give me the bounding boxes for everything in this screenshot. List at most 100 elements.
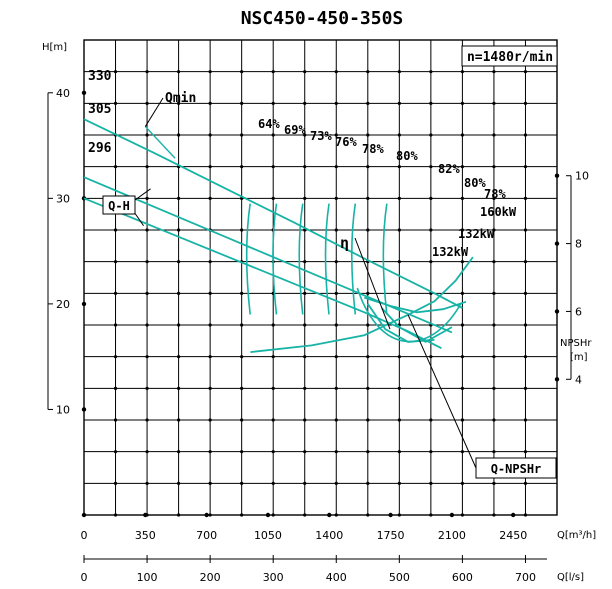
grid-node	[303, 196, 307, 200]
grid-node	[177, 101, 181, 105]
grid-node	[397, 513, 401, 517]
grid-node	[303, 450, 307, 454]
grid-node	[271, 165, 275, 169]
grid-node	[303, 101, 307, 105]
grid-node	[208, 70, 212, 74]
npsh-leader	[407, 314, 477, 469]
grid-node	[429, 133, 433, 137]
speed-box	[461, 45, 558, 67]
grid-node	[177, 418, 181, 422]
grid-node	[397, 70, 401, 74]
npsh-tick-label: 6	[575, 305, 582, 318]
head-axis-label: H[m]	[42, 42, 67, 53]
grid-node	[366, 228, 370, 232]
grid-node	[177, 355, 181, 359]
grid-node	[208, 513, 212, 517]
grid-node	[208, 165, 212, 169]
grid-node	[208, 450, 212, 454]
flow-m3h-tick-label: 1750	[377, 529, 405, 542]
grid-node	[334, 450, 338, 454]
grid-node	[366, 450, 370, 454]
grid-node	[113, 228, 118, 232]
grid-node	[271, 386, 275, 390]
grid-node	[240, 418, 244, 422]
grid-node	[240, 481, 244, 485]
grid-node	[271, 70, 275, 74]
grid-node	[145, 386, 149, 390]
grid-node	[240, 450, 244, 454]
grid-node	[303, 418, 307, 422]
flow-m3h-tick-label: 2450	[499, 529, 527, 542]
grid-node	[366, 196, 370, 200]
grid-node	[429, 260, 433, 264]
grid-node	[397, 196, 401, 200]
grid-node	[334, 481, 338, 485]
head-tick-label: 30	[56, 192, 70, 205]
grid-node	[429, 386, 433, 390]
flow-ls-tick-label: 200	[200, 571, 221, 584]
grid-node	[334, 291, 338, 295]
grid-node	[523, 323, 528, 327]
npsh-tick-dot	[554, 309, 560, 314]
grid-node	[240, 291, 244, 295]
grid-node	[271, 418, 275, 422]
grid-node	[177, 260, 181, 264]
grid-node	[208, 481, 212, 485]
grid-node	[460, 196, 464, 200]
efficiency-iso-curve	[272, 203, 278, 315]
grid-node	[366, 481, 370, 485]
grid-node	[113, 418, 118, 422]
efficiency-iso-curve	[298, 203, 304, 315]
grid-node	[492, 70, 496, 74]
grid-node	[460, 355, 464, 359]
grid-node	[303, 481, 307, 485]
grid-node	[397, 133, 401, 137]
grid-node	[429, 513, 433, 517]
grid-node	[113, 355, 118, 359]
grid-node	[397, 165, 401, 169]
grid-node	[523, 355, 528, 359]
efficiency-label: 80%	[464, 176, 486, 190]
flow-ls-tick-label: 300	[263, 571, 284, 584]
grid-node	[460, 70, 464, 74]
curves	[83, 97, 477, 469]
grid-node	[397, 418, 401, 422]
grid-node	[208, 133, 212, 137]
grid-node	[113, 450, 118, 454]
grid-node	[334, 133, 338, 137]
grid-node	[460, 450, 464, 454]
grid-node	[492, 228, 496, 232]
flow-m3h-tick-label: 1400	[315, 529, 343, 542]
grid-node	[145, 450, 149, 454]
grid-node	[460, 323, 464, 327]
grid-node	[240, 133, 244, 137]
grid-node	[177, 481, 181, 485]
grid-node	[113, 481, 118, 485]
grid-node	[523, 291, 528, 295]
curve-q-npshr	[250, 256, 474, 353]
npsh-axis-unit: [m]	[570, 352, 588, 363]
grid-node	[397, 481, 401, 485]
grid-node	[429, 101, 433, 105]
npsh-tick-label: 8	[575, 238, 582, 251]
flow-ls-tick-label: 100	[137, 571, 158, 584]
plot-frame	[83, 39, 558, 516]
efficiency-label: 80%	[396, 149, 418, 163]
grid-node	[208, 260, 212, 264]
qmin-leader-black	[144, 97, 164, 127]
grid-node	[145, 133, 149, 137]
grid-node	[303, 260, 307, 264]
speed-label: n=1480r/min	[467, 50, 553, 65]
grid-node	[240, 355, 244, 359]
grid-node	[460, 165, 464, 169]
grid-node	[177, 228, 181, 232]
grid-node	[492, 196, 496, 200]
grid-node	[397, 228, 401, 232]
grid-node	[523, 165, 528, 169]
grid-node	[271, 196, 275, 200]
head-tick-dot	[81, 407, 87, 412]
grid-node	[208, 291, 212, 295]
efficiency-label: 78%	[362, 142, 384, 156]
grid-node	[334, 228, 338, 232]
grid-node	[177, 291, 181, 295]
